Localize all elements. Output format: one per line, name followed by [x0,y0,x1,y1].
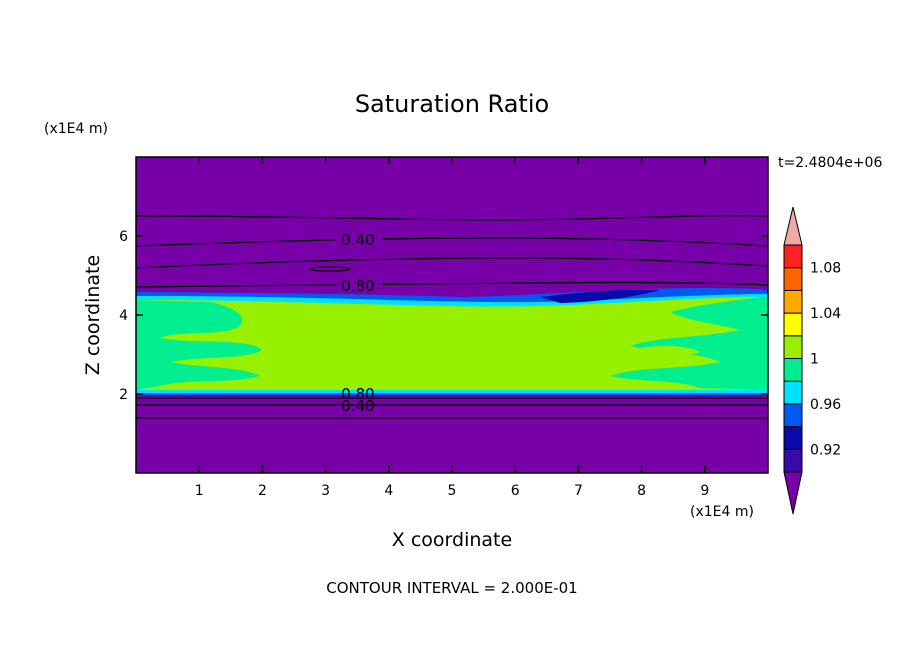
colorbar-bin [783,335,803,359]
y-units-label: (x1E4 m) [44,121,108,137]
plot-area: 0.40 0.80 0.80 0.40 [136,157,768,473]
chart-title: Saturation Ratio [355,90,549,118]
y-tick-label: 2 [119,387,128,403]
colorbar-bin [783,380,803,405]
y-axis-title: Z coordinate [82,255,104,375]
x-tick-label: 1 [195,483,204,499]
contour-line-upper-1 [136,215,768,221]
colorbar-tick-label: 0.92 [810,442,841,458]
colorbar: 0.92 0.96 1 1.04 1.08 [783,206,841,515]
colorbar-bin [783,426,803,450]
x-tick-label: 2 [258,483,267,499]
cloud-top-navy [540,289,660,303]
colorbar-bin [783,312,803,337]
y-tick-label: 4 [119,308,128,324]
colorbar-tick-label: 1.08 [810,261,841,277]
contour-line-upper-3 [136,257,768,269]
contour-line-upper-2 [136,237,768,247]
x-axis-ticks: 1 2 3 4 5 6 7 8 9 [195,157,709,499]
colorbar-bin [783,403,803,428]
colorbar-bin [783,267,803,291]
x-tick-label: 9 [700,483,709,499]
colorbar-bin [783,289,803,314]
contour-label-lower-2: 0.40 [341,397,374,415]
cloud-edge-patch-right [610,296,768,390]
colorbar-bin [783,358,803,382]
colorbar-over-arrow [783,206,803,246]
x-tick-label: 8 [637,483,646,499]
contour-label-lower-1: 0.80 [341,385,374,403]
contour-label-upper-1: 0.40 [341,231,374,249]
cloud-edge-patch-left [136,300,262,390]
cloud-edge-patch-small [150,344,222,359]
contour-label-upper-2: 0.80 [341,277,374,295]
colorbar-tick-label: 0.96 [810,397,841,413]
contour-closed-loop [309,266,351,272]
contour-interval-footer: CONTOUR INTERVAL = 2.000E-01 [326,579,577,597]
contour-lines [136,215,768,419]
y-axis-ticks: 2 4 6 [119,229,768,403]
time-label: t=2.4804e+06 [778,155,882,171]
colorbar-tick-label: 1.04 [810,306,841,322]
colorbar-bin [783,244,803,269]
x-tick-label: 5 [448,483,457,499]
y-tick-label: 6 [119,229,128,245]
cloud-base-blue [136,393,768,395]
x-tick-label: 7 [574,483,583,499]
x-tick-label: 3 [321,483,330,499]
x-axis-title: X coordinate [392,529,512,551]
x-tick-label: 6 [511,483,520,499]
colorbar-under-arrow [783,471,803,515]
colorbar-tick-label: 1 [810,352,819,368]
x-units-label: (x1E4 m) [690,504,754,520]
x-tick-label: 4 [384,483,393,499]
cloud-base-cyan [136,390,768,393]
cloud-layer-field [136,290,768,393]
colorbar-bin [783,448,803,473]
contour-line-upper-4 [136,281,768,288]
cloud-interior-patch [640,345,700,357]
